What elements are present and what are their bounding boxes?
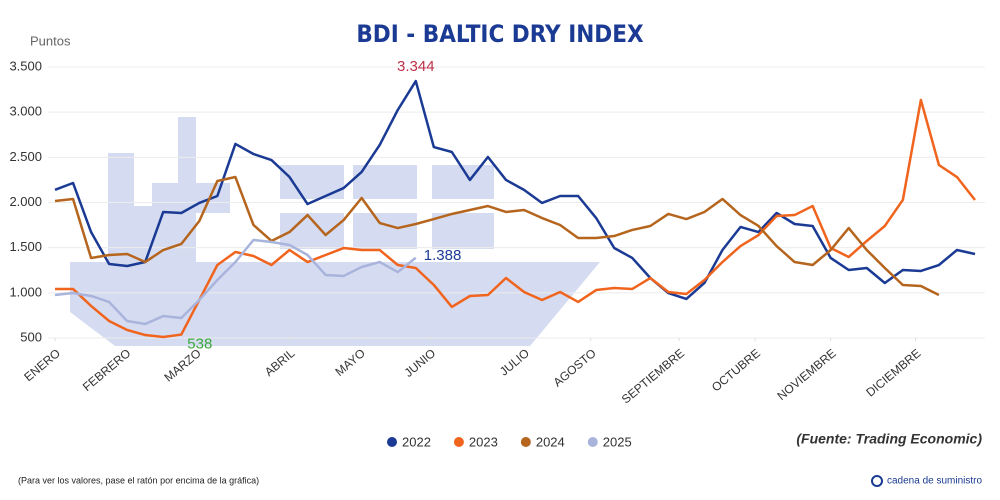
chart-title: BDI - BALTIC DRY INDEX (356, 20, 644, 48)
legend-marker (387, 437, 397, 447)
legend-marker (520, 437, 531, 447)
legend-label: 2025 (603, 434, 632, 449)
legend-label: 2024 (536, 434, 565, 449)
x-tick-label: ABRIL (262, 346, 298, 379)
x-tick-label: FEBRERO (80, 346, 133, 394)
y-tick-label: 3.500 (9, 58, 42, 73)
footer-note: (Para ver los valores, pase el ratón por… (18, 475, 259, 485)
x-tick-label: DICIEMBRE (863, 346, 923, 400)
y-tick-label: 1.000 (9, 284, 42, 299)
data-label: 3.344 (397, 58, 435, 75)
series-line (55, 98, 976, 339)
logo: cadena de suministro (887, 476, 982, 487)
y-axis-label: Puntos (30, 33, 71, 48)
y-tick-label: 3.000 (9, 104, 42, 119)
legend-label: 2022 (402, 434, 431, 449)
x-tick-label: NOVIEMBRE (774, 346, 838, 403)
x-tick-label: MAYO (332, 346, 367, 379)
x-tick-label: OCTUBRE (709, 346, 763, 394)
x-tick-label: AGOSTO (551, 346, 599, 390)
series-line (54, 175, 940, 297)
y-tick-label: 500 (20, 329, 42, 344)
y-tick-label: 2.500 (9, 149, 42, 164)
source: (Fuente: Trading Economic) (796, 431, 982, 447)
x-tick-label: JULIO (497, 346, 532, 379)
y-tick-label: 2.000 (9, 194, 42, 209)
series-line (54, 238, 417, 326)
data-label: 538 (187, 336, 212, 353)
x-tick-label: JUNIO (402, 346, 439, 380)
legend-label: 2023 (469, 434, 498, 449)
logo-icon (871, 475, 883, 487)
x-tick-label: SEPTIEMBRE (619, 346, 687, 406)
legend-marker (453, 437, 464, 447)
legend-marker (587, 437, 598, 447)
y-tick-label: 1.500 (9, 239, 42, 254)
background-silhouette (70, 117, 600, 346)
x-tick-label: ENERO (21, 346, 63, 384)
data-label: 1.388 (424, 247, 462, 264)
